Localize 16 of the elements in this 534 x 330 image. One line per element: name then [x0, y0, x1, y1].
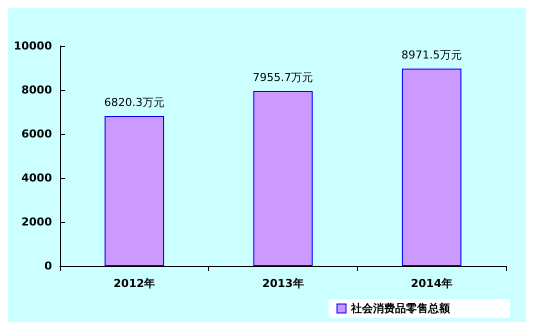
y-tick-label: 8000	[21, 84, 52, 96]
bar	[104, 116, 164, 266]
y-tick-label: 2000	[21, 216, 52, 228]
bar	[402, 68, 462, 266]
x-tick-label: 2012年	[114, 277, 156, 290]
y-tick-label: 6000	[21, 128, 52, 140]
y-tick-label: 10000	[14, 40, 52, 52]
data-label: 8971.5万元	[401, 48, 462, 62]
bar	[253, 90, 313, 266]
x-tick-label: 2013年	[262, 277, 304, 290]
y-tick-label: 0	[44, 260, 52, 272]
x-tick-label: 2014年	[410, 277, 452, 290]
data-label: 7955.7万元	[252, 70, 314, 84]
data-label: 6820.3万元	[104, 96, 165, 109]
y-tick-label: 4000	[21, 172, 52, 184]
legend-label: 社会消费品零售总额	[350, 302, 451, 315]
